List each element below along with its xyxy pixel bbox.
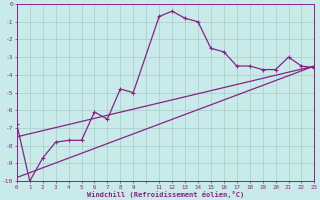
X-axis label: Windchill (Refroidissement éolien,°C): Windchill (Refroidissement éolien,°C) [87,191,244,198]
